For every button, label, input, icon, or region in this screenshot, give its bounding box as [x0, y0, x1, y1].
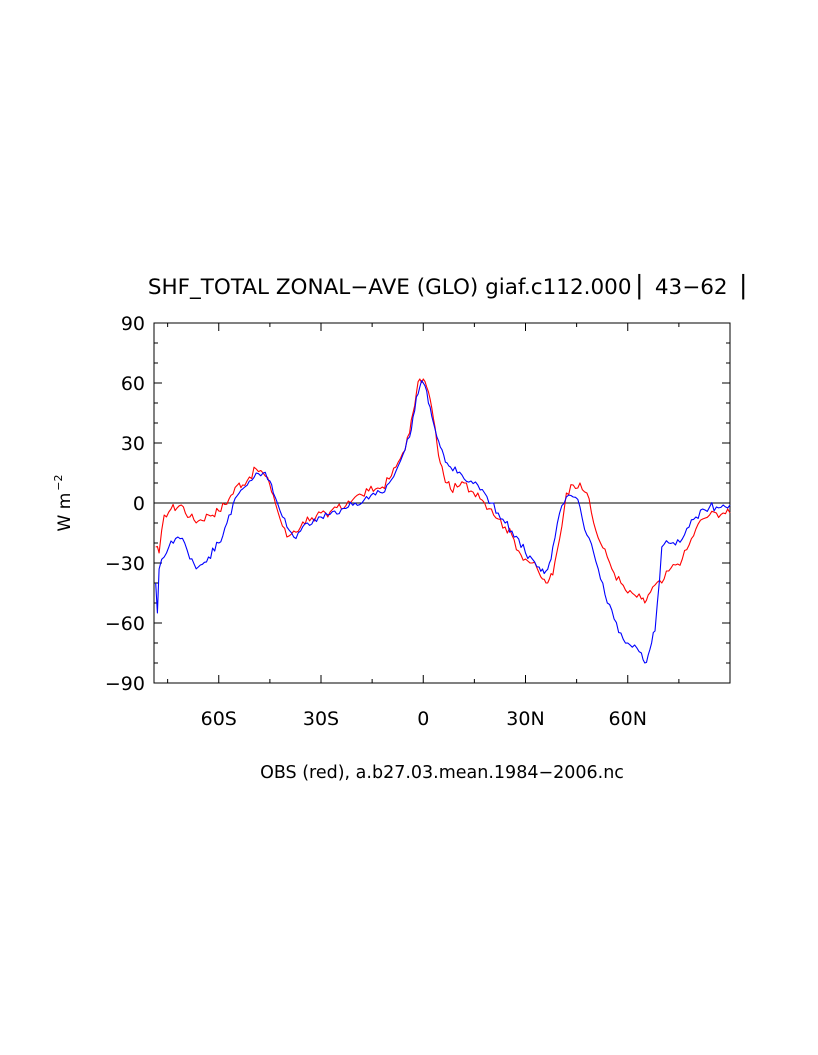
series-layer [155, 378, 731, 664]
y-axis-label-text: W m [55, 493, 75, 532]
series-line-blue [155, 380, 731, 664]
y-tick-label: 30 [121, 433, 145, 455]
y-tick-label: −60 [105, 613, 145, 635]
y-axis-label-exponent: −2 [52, 475, 65, 491]
x-tick-label: 30N [506, 708, 544, 730]
x-tick-label: 60S [201, 708, 237, 730]
y-tick-label: 60 [121, 373, 145, 395]
y-tick-label: 0 [133, 493, 145, 515]
x-tick-label: 60N [609, 708, 647, 730]
chart-title: SHF_TOTAL ZONAL−AVE (GLO) giaf.c112.000 … [148, 273, 745, 300]
x-tick-label: 30S [303, 708, 339, 730]
y-tick-label: −30 [105, 553, 145, 575]
series-line-red [155, 378, 731, 604]
y-tick-label: 90 [121, 313, 145, 335]
x-tick-label: 0 [417, 708, 429, 730]
y-tick-label: −90 [105, 673, 145, 695]
y-axis-label: W m −2 [52, 475, 75, 532]
x-axis-label: OBS (red), a.b27.03.mean.1984−2006.nc [260, 763, 624, 783]
axis-ticks [154, 322, 730, 684]
axis-tick-labels: 90 60 30 0 −30 −60 −90 60S 30S 0 30N 60N [105, 313, 647, 730]
